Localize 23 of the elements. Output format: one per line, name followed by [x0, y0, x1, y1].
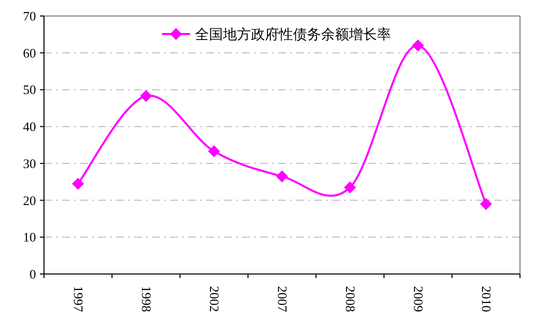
- point: [140, 90, 152, 102]
- y-tick-label: 0: [30, 266, 36, 282]
- point: [480, 198, 492, 210]
- point: [412, 39, 424, 52]
- x-tick-label: 2008: [343, 286, 358, 312]
- y-tick-label: 40: [23, 119, 36, 134]
- x-tick-label: 2002: [207, 286, 222, 312]
- x-tick-label: 2010: [479, 286, 494, 312]
- y-tick-label: 10: [23, 230, 36, 245]
- y-tick-label: 60: [23, 45, 36, 60]
- point: [208, 145, 220, 158]
- y-tick-label: 30: [23, 156, 36, 171]
- x-tick-label: 2009: [411, 286, 426, 312]
- x-tick-label: 1998: [139, 286, 154, 312]
- x-tick-label: 2007: [275, 286, 290, 312]
- point: [344, 181, 356, 194]
- point: [276, 170, 288, 182]
- x-tick-label: 1997: [71, 286, 86, 312]
- y-tick-label: 50: [23, 82, 36, 98]
- y-tick-label: 70: [23, 8, 36, 24]
- y-tick-label: 20: [23, 192, 36, 208]
- legend-label: 全国地方政府性债务余额增长率: [195, 27, 391, 43]
- point: [72, 178, 84, 190]
